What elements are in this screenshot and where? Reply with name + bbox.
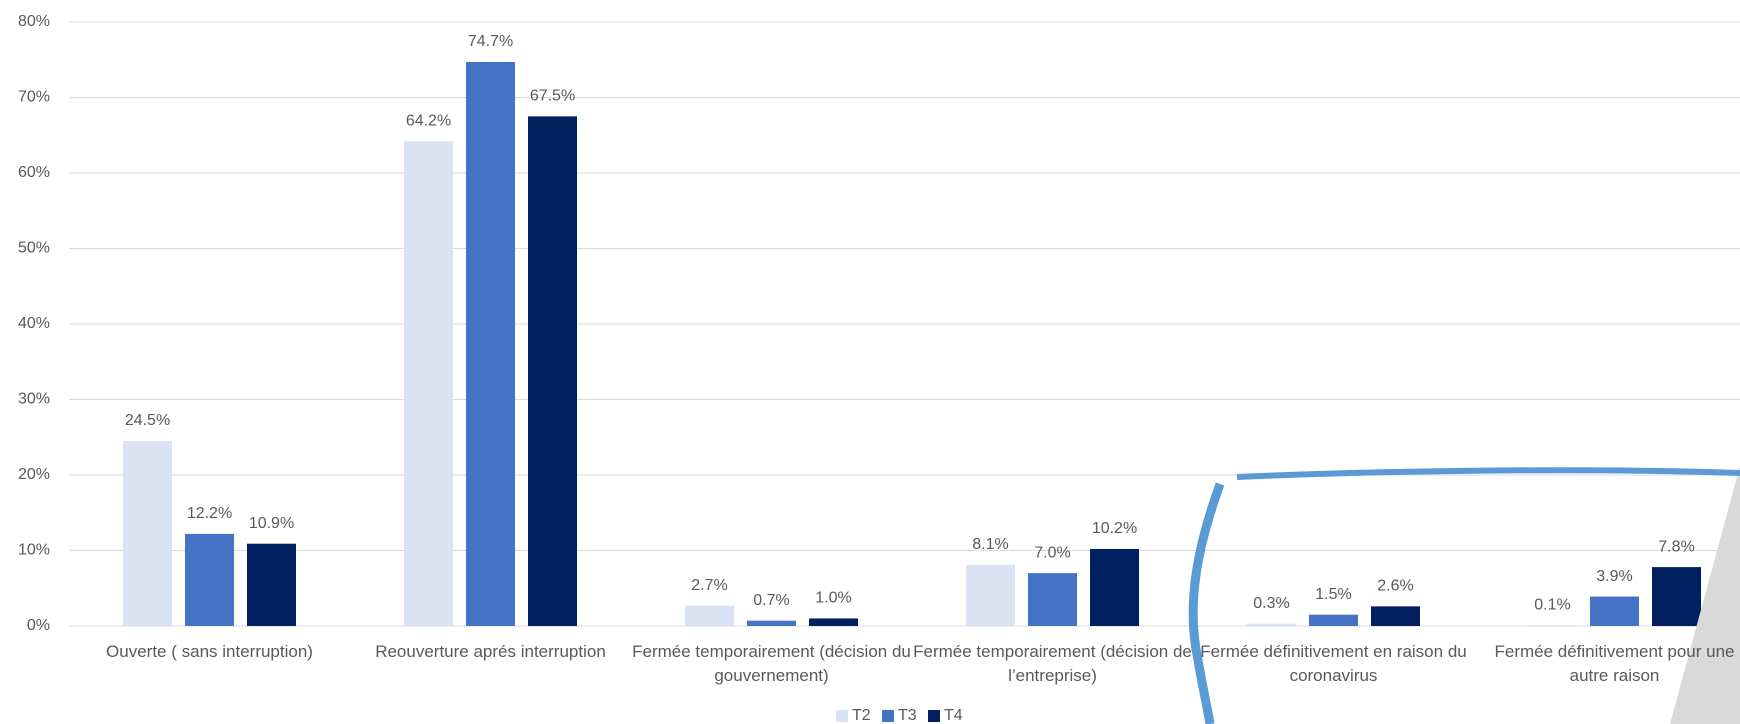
bar xyxy=(404,141,453,627)
x-tick-label: Reouverture aprés interruption xyxy=(375,642,606,661)
value-label: 10.2% xyxy=(1092,520,1137,537)
value-label: 7.0% xyxy=(1034,544,1070,561)
bar xyxy=(747,620,796,626)
x-tick-label: Fermée temporairement (décision du gouve… xyxy=(632,642,911,685)
value-label: 1.5% xyxy=(1315,586,1351,603)
y-tick-label: 10% xyxy=(18,542,50,559)
value-label: 0.3% xyxy=(1253,595,1289,612)
legend-swatch xyxy=(928,710,940,722)
y-tick-label: 60% xyxy=(18,164,50,181)
value-label: 67.5% xyxy=(530,88,575,105)
legend-swatch xyxy=(836,710,848,722)
bar xyxy=(1590,596,1639,626)
value-label: 0.7% xyxy=(753,592,789,609)
x-tick-label: Fermée définitivement en raison du coron… xyxy=(1200,642,1467,685)
legend-label: T2 xyxy=(852,707,871,724)
bar xyxy=(1652,567,1701,626)
bar xyxy=(1028,573,1077,626)
y-tick-label: 30% xyxy=(18,391,50,408)
bar xyxy=(1371,606,1420,626)
value-label: 7.8% xyxy=(1658,538,1694,555)
brush-stroke xyxy=(1188,482,1225,724)
bar xyxy=(685,605,734,626)
value-label: 24.5% xyxy=(125,412,170,429)
value-label: 2.6% xyxy=(1377,578,1413,595)
y-tick-label: 80% xyxy=(18,13,50,30)
value-label: 8.1% xyxy=(972,536,1008,553)
y-tick-label: 40% xyxy=(18,315,50,332)
value-label: 64.2% xyxy=(406,113,451,130)
value-label: 0.1% xyxy=(1534,596,1570,613)
bar xyxy=(247,543,296,626)
bar xyxy=(185,533,234,626)
bar xyxy=(1247,623,1296,626)
bar xyxy=(1090,548,1139,626)
y-tick-label: 50% xyxy=(18,240,50,257)
bar xyxy=(123,441,172,626)
bar xyxy=(1309,614,1358,626)
value-label: 2.7% xyxy=(691,577,727,594)
legend-label: T4 xyxy=(944,707,963,724)
gray-triangle xyxy=(1670,466,1740,724)
x-tick-label: Ouverte ( sans interruption) xyxy=(106,642,313,661)
legend-swatch xyxy=(882,710,894,722)
bar xyxy=(528,116,577,626)
decoration xyxy=(1188,466,1740,724)
bar xyxy=(1528,625,1577,626)
brush-stroke xyxy=(1236,467,1740,480)
y-tick-label: 70% xyxy=(18,89,50,106)
bar xyxy=(809,618,858,626)
value-label: 10.9% xyxy=(249,515,294,532)
legend-label: T3 xyxy=(898,707,917,724)
x-tick-label: Fermée temporairement (décision de l’ent… xyxy=(913,642,1192,685)
y-tick-label: 0% xyxy=(27,617,50,634)
y-tick-label: 20% xyxy=(18,466,50,483)
value-label: 1.0% xyxy=(815,590,851,607)
bar xyxy=(966,564,1015,626)
value-label: 3.9% xyxy=(1596,568,1632,585)
x-tick-label: Fermée définitivement pour une autre rai… xyxy=(1494,642,1735,685)
bar xyxy=(466,62,515,626)
value-label: 74.7% xyxy=(468,33,513,50)
value-label: 12.2% xyxy=(187,505,232,522)
